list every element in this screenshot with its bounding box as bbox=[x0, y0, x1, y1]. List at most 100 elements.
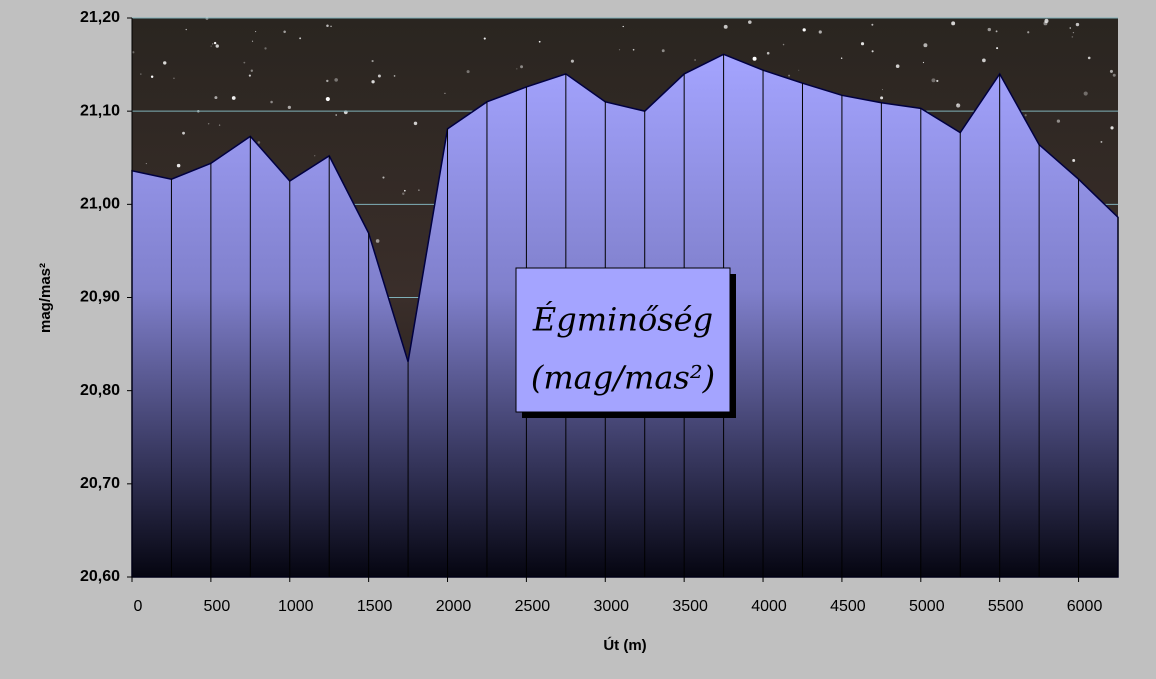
x-tick-label: 4500 bbox=[830, 598, 866, 615]
star bbox=[264, 47, 267, 50]
star bbox=[1087, 56, 1091, 60]
star bbox=[895, 64, 900, 69]
star bbox=[538, 40, 541, 43]
y-tick-label: 20,80 bbox=[80, 382, 120, 399]
star bbox=[371, 80, 375, 84]
star bbox=[1112, 73, 1116, 77]
star bbox=[173, 77, 175, 80]
y-tick-label: 20,90 bbox=[80, 289, 120, 306]
annotation-line: Égminőség bbox=[532, 301, 713, 339]
x-tick-label: 1000 bbox=[278, 598, 314, 615]
star bbox=[287, 105, 291, 110]
star bbox=[1075, 22, 1080, 27]
star bbox=[922, 61, 925, 64]
star bbox=[132, 51, 135, 54]
star bbox=[215, 44, 219, 48]
y-axis-title: mag/mas² bbox=[37, 263, 54, 333]
star bbox=[255, 31, 257, 33]
star bbox=[871, 23, 874, 26]
star bbox=[257, 141, 261, 144]
star bbox=[1110, 126, 1114, 130]
star bbox=[1071, 36, 1074, 38]
star bbox=[618, 49, 621, 51]
star bbox=[788, 74, 791, 77]
star bbox=[798, 69, 800, 71]
star bbox=[182, 131, 185, 135]
star bbox=[325, 96, 330, 102]
star bbox=[995, 30, 998, 33]
star bbox=[335, 114, 337, 116]
star bbox=[632, 48, 635, 51]
x-tick-label: 3500 bbox=[672, 598, 708, 615]
star bbox=[694, 59, 696, 61]
star bbox=[176, 163, 181, 168]
star bbox=[243, 61, 246, 64]
star bbox=[393, 75, 396, 77]
star bbox=[248, 74, 251, 77]
star bbox=[483, 37, 486, 40]
star bbox=[802, 28, 806, 32]
star bbox=[326, 79, 329, 83]
star bbox=[723, 24, 728, 29]
star bbox=[413, 121, 418, 126]
x-tick-label: 2500 bbox=[515, 598, 551, 615]
star bbox=[334, 78, 338, 82]
star bbox=[996, 47, 999, 50]
star bbox=[840, 57, 843, 59]
star bbox=[622, 25, 624, 28]
star bbox=[1024, 114, 1027, 117]
star bbox=[951, 21, 956, 26]
star bbox=[1044, 18, 1049, 23]
axes: 20,60 20,70 20,80 20,90 21,00 21,10 21,20 0 500 1… bbox=[80, 9, 1118, 615]
x-tick-label: 5000 bbox=[909, 598, 945, 615]
star bbox=[871, 50, 874, 53]
star bbox=[375, 239, 380, 243]
star bbox=[516, 68, 518, 70]
star bbox=[1083, 91, 1088, 96]
star bbox=[881, 89, 883, 91]
star bbox=[766, 51, 770, 55]
x-tick-label: 2000 bbox=[436, 598, 472, 615]
star bbox=[163, 61, 167, 65]
annotation-line: (mag/mas²) bbox=[531, 359, 715, 397]
star bbox=[752, 56, 757, 61]
star bbox=[251, 40, 254, 42]
star bbox=[326, 24, 329, 27]
star bbox=[931, 78, 936, 83]
star bbox=[1100, 140, 1103, 143]
star bbox=[748, 20, 752, 24]
x-tick-label: 0 bbox=[134, 598, 143, 615]
star bbox=[214, 96, 218, 100]
x-tick-label: 5500 bbox=[988, 598, 1024, 615]
star bbox=[880, 96, 884, 100]
star bbox=[330, 25, 332, 28]
star bbox=[860, 42, 865, 46]
star bbox=[418, 189, 420, 191]
star bbox=[923, 43, 928, 48]
star bbox=[213, 41, 217, 45]
y-tick-label: 21,00 bbox=[80, 196, 120, 213]
star bbox=[299, 37, 302, 40]
star bbox=[982, 58, 986, 63]
star bbox=[570, 59, 574, 63]
star bbox=[936, 79, 939, 83]
star bbox=[402, 192, 405, 195]
star bbox=[371, 59, 374, 63]
star bbox=[1043, 21, 1048, 26]
x-tick-label: 1500 bbox=[357, 598, 393, 615]
x-axis-title: Út (m) bbox=[603, 636, 646, 654]
star bbox=[314, 155, 316, 157]
star bbox=[250, 69, 254, 72]
star bbox=[520, 65, 523, 69]
x-tick-label: 500 bbox=[204, 598, 231, 615]
star bbox=[661, 49, 665, 53]
star bbox=[1072, 32, 1075, 34]
star bbox=[444, 92, 446, 95]
star bbox=[150, 75, 154, 78]
x-tick-label: 4000 bbox=[751, 598, 787, 615]
annotation-box bbox=[515, 267, 731, 413]
star bbox=[270, 100, 273, 104]
x-tick-label: 3000 bbox=[593, 598, 629, 615]
y-tick-label: 21,10 bbox=[80, 102, 120, 119]
